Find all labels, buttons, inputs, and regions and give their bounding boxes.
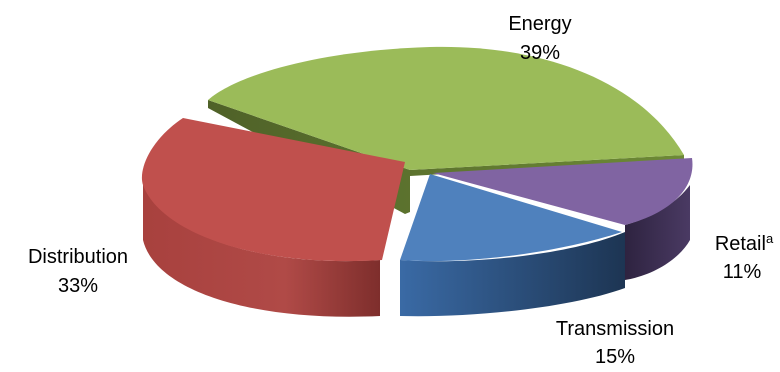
value-label-retail: 11% xyxy=(723,261,762,283)
slice-retail-side xyxy=(625,185,690,280)
label-retail-text: Retail xyxy=(715,233,766,255)
value-label-energy: 39% xyxy=(520,42,560,64)
label-transmission: Transmission xyxy=(556,318,674,340)
value-label-transmission: 15% xyxy=(595,346,635,368)
slice-transmission-top xyxy=(400,174,622,262)
label-distribution: Distribution xyxy=(28,246,128,268)
value-label-distribution: 33% xyxy=(58,275,98,297)
slice-transmission-side xyxy=(400,232,625,317)
slice-distribution-side xyxy=(143,182,380,317)
slice-retail xyxy=(433,158,693,280)
label-retail-superscript: a xyxy=(766,231,774,246)
label-retail: Retaila xyxy=(715,231,774,255)
slice-transmission xyxy=(400,174,625,317)
label-energy: Energy xyxy=(508,13,571,35)
slice-retail-top xyxy=(433,158,693,225)
slice-distribution-top xyxy=(141,118,405,262)
slice-energy-top xyxy=(208,46,684,171)
slice-distribution xyxy=(141,118,405,317)
